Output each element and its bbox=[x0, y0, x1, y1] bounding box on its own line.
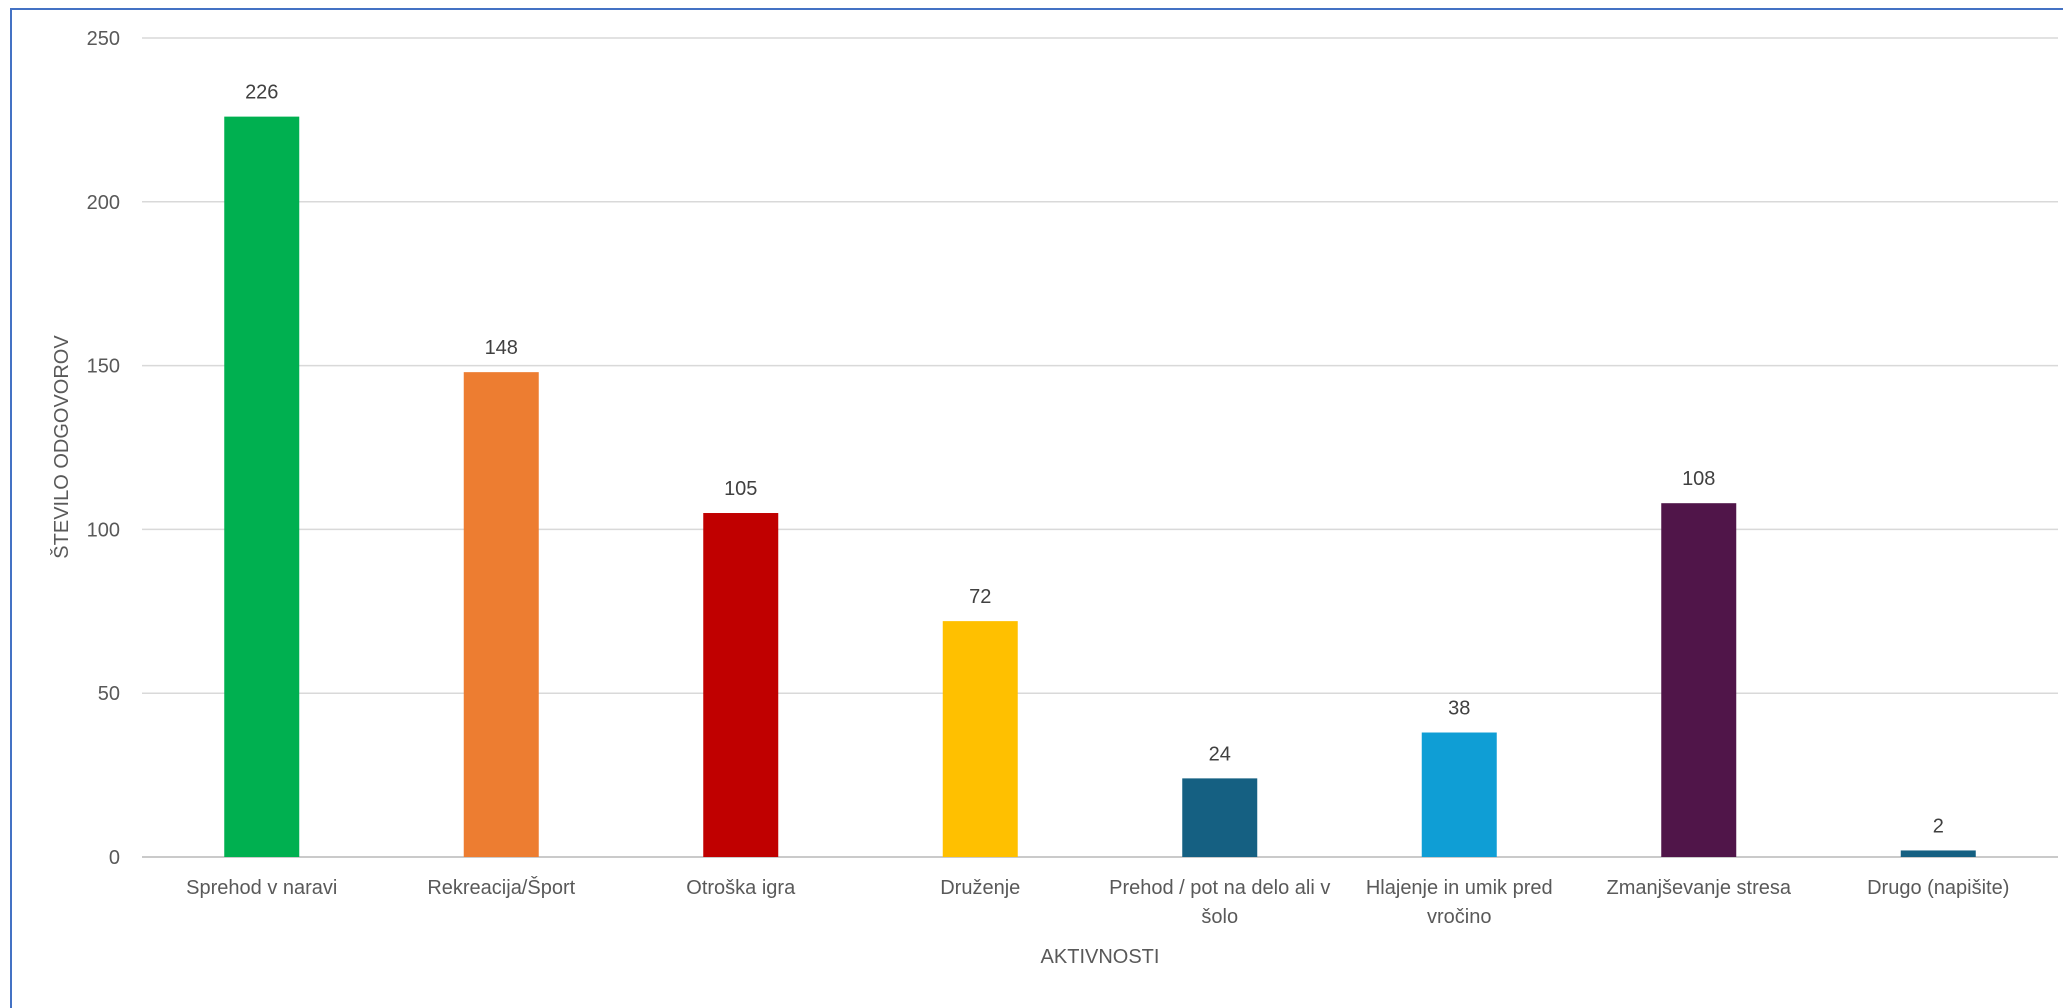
bar bbox=[1421, 732, 1497, 857]
x-tick-label-line: Druženje bbox=[940, 877, 1020, 899]
x-tick-label: Drugo (napišite) bbox=[1867, 877, 2009, 899]
y-tick-label: 250 bbox=[87, 28, 120, 50]
x-tick-label: Rekreacija/Šport bbox=[427, 876, 575, 899]
bar bbox=[942, 621, 1018, 857]
y-tick-label: 150 bbox=[87, 356, 120, 378]
y-axis-title: ŠTEVILO ODGOVOROV bbox=[50, 335, 73, 559]
x-axis-ticks: Sprehod v naravi Rekreacija/Šport Otroška … bbox=[186, 876, 2009, 928]
data-label: 24 bbox=[1209, 743, 1231, 765]
data-label: 108 bbox=[1682, 468, 1715, 490]
x-axis-title: AKTIVNOSTI bbox=[1041, 946, 1160, 968]
x-tick-label-line: Sprehod v naravi bbox=[186, 877, 337, 899]
bar bbox=[463, 372, 539, 857]
x-tick-label-line: šolo bbox=[1201, 906, 1238, 928]
bar bbox=[1661, 503, 1737, 857]
bar bbox=[224, 116, 300, 857]
data-label: 105 bbox=[724, 478, 757, 500]
x-tick-label: Sprehod v naravi bbox=[186, 877, 337, 899]
bar bbox=[703, 513, 779, 857]
y-axis-ticks: 0 50 100 150 200 250 bbox=[87, 28, 120, 869]
data-labels: 226 148 105 72 24 38 108 2 bbox=[245, 82, 1944, 838]
x-tick-label: Prehod / pot na delo ali v šolo bbox=[1109, 877, 1330, 928]
y-tick-label: 100 bbox=[87, 519, 120, 541]
y-tick-label: 50 bbox=[98, 683, 120, 705]
data-label: 2 bbox=[1933, 815, 1944, 837]
data-label: 38 bbox=[1448, 698, 1470, 720]
x-tick-label-line: Rekreacija/Šport bbox=[427, 876, 575, 899]
x-tick-label-line: Prehod / pot na delo ali v bbox=[1109, 877, 1330, 899]
chart-frame bbox=[10, 8, 2063, 1008]
x-tick-label-line: Drugo (napišite) bbox=[1867, 877, 2009, 899]
x-tick-label-line: Zmanjševanje stresa bbox=[1606, 877, 1791, 899]
data-label: 148 bbox=[485, 337, 518, 359]
x-tick-label: Hlajenje in umik pred vročino bbox=[1366, 877, 1553, 928]
bar bbox=[1182, 778, 1258, 857]
bar bbox=[1900, 850, 1976, 857]
x-tick-label-line: Otroška igra bbox=[686, 877, 796, 899]
data-label: 72 bbox=[969, 586, 991, 608]
y-tick-label: 200 bbox=[87, 192, 120, 214]
gridlines bbox=[142, 37, 2058, 858]
y-tick-label: 0 bbox=[109, 847, 120, 869]
x-tick-label: Druženje bbox=[940, 877, 1020, 899]
x-tick-label-line: Hlajenje in umik pred bbox=[1366, 877, 1553, 899]
bars bbox=[224, 116, 1976, 857]
data-label: 226 bbox=[245, 82, 278, 104]
x-tick-label-line: vročino bbox=[1427, 906, 1491, 928]
x-tick-label: Zmanjševanje stresa bbox=[1606, 877, 1791, 899]
x-tick-label: Otroška igra bbox=[686, 877, 796, 899]
